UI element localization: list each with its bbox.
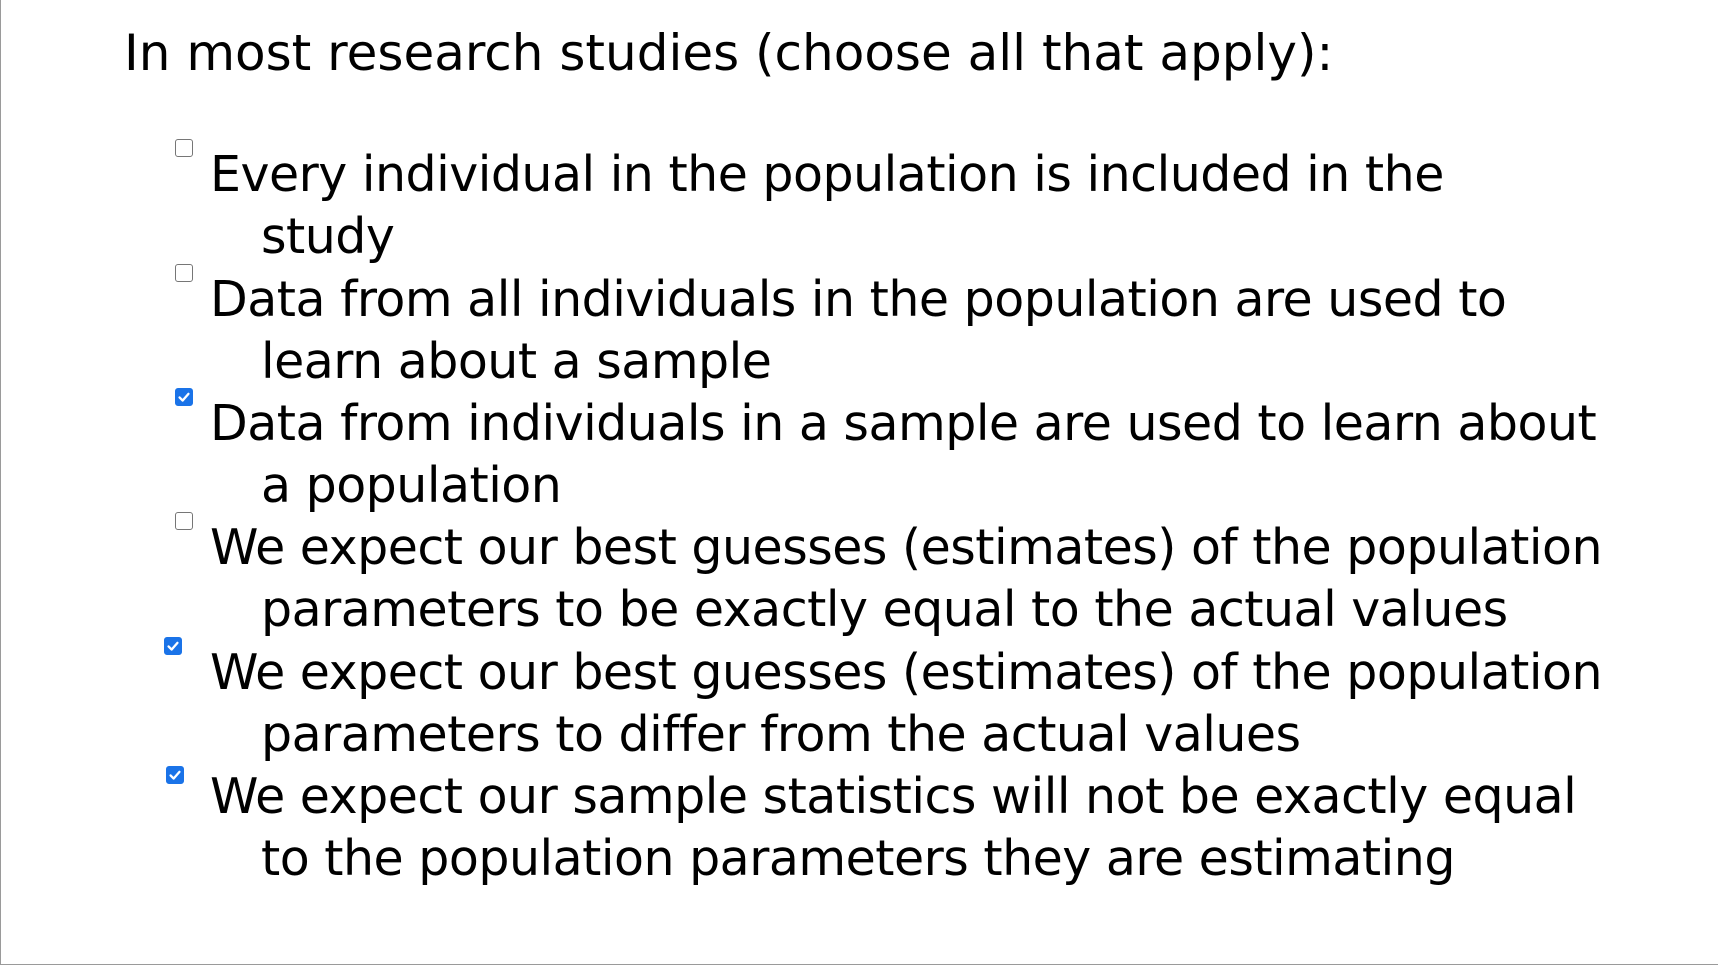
option-label-line-1: Every individual in the population is in… xyxy=(210,146,1444,203)
checkmark-icon xyxy=(167,641,179,651)
option-checkbox[interactable] xyxy=(175,512,193,530)
checkmark-icon xyxy=(178,392,190,402)
option-label-line-2: a population xyxy=(261,457,562,514)
option-label-line-2: learn about a sample xyxy=(261,333,772,390)
option-checkbox[interactable] xyxy=(164,637,182,655)
option-label[interactable]: Data from all individuals in the populat… xyxy=(210,269,1690,393)
question-text: In most research studies (choose all tha… xyxy=(124,24,1334,82)
option-label-line-2: parameters to be exactly equal to the ac… xyxy=(261,581,1508,638)
option-label[interactable]: Every individual in the population is in… xyxy=(210,144,1690,268)
option-item: We expect our best guesses (estimates) o… xyxy=(0,616,1720,763)
option-label[interactable]: Data from individuals in a sample are us… xyxy=(210,393,1690,517)
option-label[interactable]: We expect our best guesses (estimates) o… xyxy=(210,517,1690,641)
option-checkbox[interactable] xyxy=(175,388,193,406)
option-item: We expect our sample statistics will not… xyxy=(0,740,1720,887)
option-label-line-1: We expect our sample statistics will not… xyxy=(210,768,1577,825)
option-label-line-1: Data from all individuals in the populat… xyxy=(210,271,1507,328)
option-item: Data from individuals in a sample are us… xyxy=(0,367,1720,514)
option-label[interactable]: We expect our sample statistics will not… xyxy=(210,766,1690,890)
option-label-line-1: Data from individuals in a sample are us… xyxy=(210,395,1597,452)
option-label-line-1: We expect our best guesses (estimates) o… xyxy=(210,519,1603,576)
option-label-line-2: parameters to differ from the actual val… xyxy=(261,706,1301,763)
option-checkbox[interactable] xyxy=(175,264,193,282)
option-label-line-2: study xyxy=(261,208,395,265)
checkmark-icon xyxy=(169,770,181,780)
option-item: Every individual in the population is in… xyxy=(0,118,1720,265)
option-label[interactable]: We expect our best guesses (estimates) o… xyxy=(210,642,1690,766)
option-label-line-1: We expect our best guesses (estimates) o… xyxy=(210,644,1603,701)
option-checkbox[interactable] xyxy=(166,766,184,784)
option-item: Data from all individuals in the populat… xyxy=(0,243,1720,390)
option-label-line-2: to the population parameters they are es… xyxy=(261,830,1455,887)
option-item: We expect our best guesses (estimates) o… xyxy=(0,491,1720,638)
option-checkbox[interactable] xyxy=(175,139,193,157)
